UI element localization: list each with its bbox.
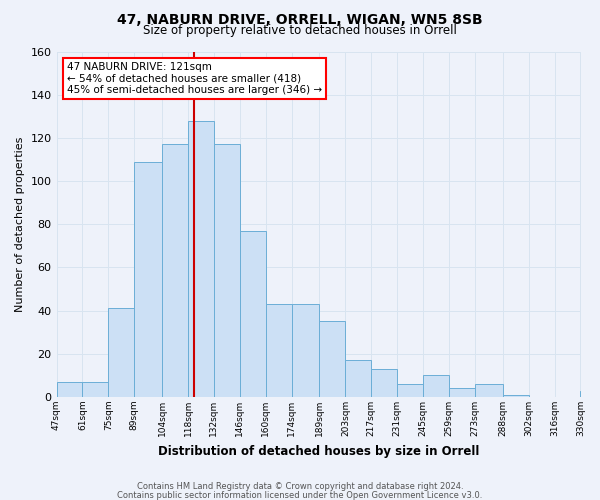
Text: Contains HM Land Registry data © Crown copyright and database right 2024.: Contains HM Land Registry data © Crown c… xyxy=(137,482,463,491)
Bar xyxy=(319,322,346,397)
Bar xyxy=(266,304,292,397)
Text: 47, NABURN DRIVE, ORRELL, WIGAN, WN5 8SB: 47, NABURN DRIVE, ORRELL, WIGAN, WN5 8SB xyxy=(117,12,483,26)
Bar xyxy=(214,144,240,397)
Bar xyxy=(475,384,503,397)
Bar xyxy=(397,384,423,397)
Bar xyxy=(56,382,82,397)
Bar xyxy=(423,376,449,397)
Text: Contains public sector information licensed under the Open Government Licence v3: Contains public sector information licen… xyxy=(118,490,482,500)
Text: Size of property relative to detached houses in Orrell: Size of property relative to detached ho… xyxy=(143,24,457,37)
Y-axis label: Number of detached properties: Number of detached properties xyxy=(15,136,25,312)
X-axis label: Distribution of detached houses by size in Orrell: Distribution of detached houses by size … xyxy=(158,444,479,458)
Bar xyxy=(82,382,109,397)
Bar xyxy=(162,144,188,397)
Bar xyxy=(503,395,529,397)
Bar xyxy=(292,304,319,397)
Bar xyxy=(188,120,214,397)
Bar xyxy=(371,369,397,397)
Bar xyxy=(346,360,371,397)
Text: 47 NABURN DRIVE: 121sqm
← 54% of detached houses are smaller (418)
45% of semi-d: 47 NABURN DRIVE: 121sqm ← 54% of detache… xyxy=(67,62,322,95)
Bar xyxy=(580,390,600,397)
Bar xyxy=(134,162,162,397)
Bar xyxy=(240,230,266,397)
Bar xyxy=(109,308,134,397)
Bar xyxy=(449,388,475,397)
